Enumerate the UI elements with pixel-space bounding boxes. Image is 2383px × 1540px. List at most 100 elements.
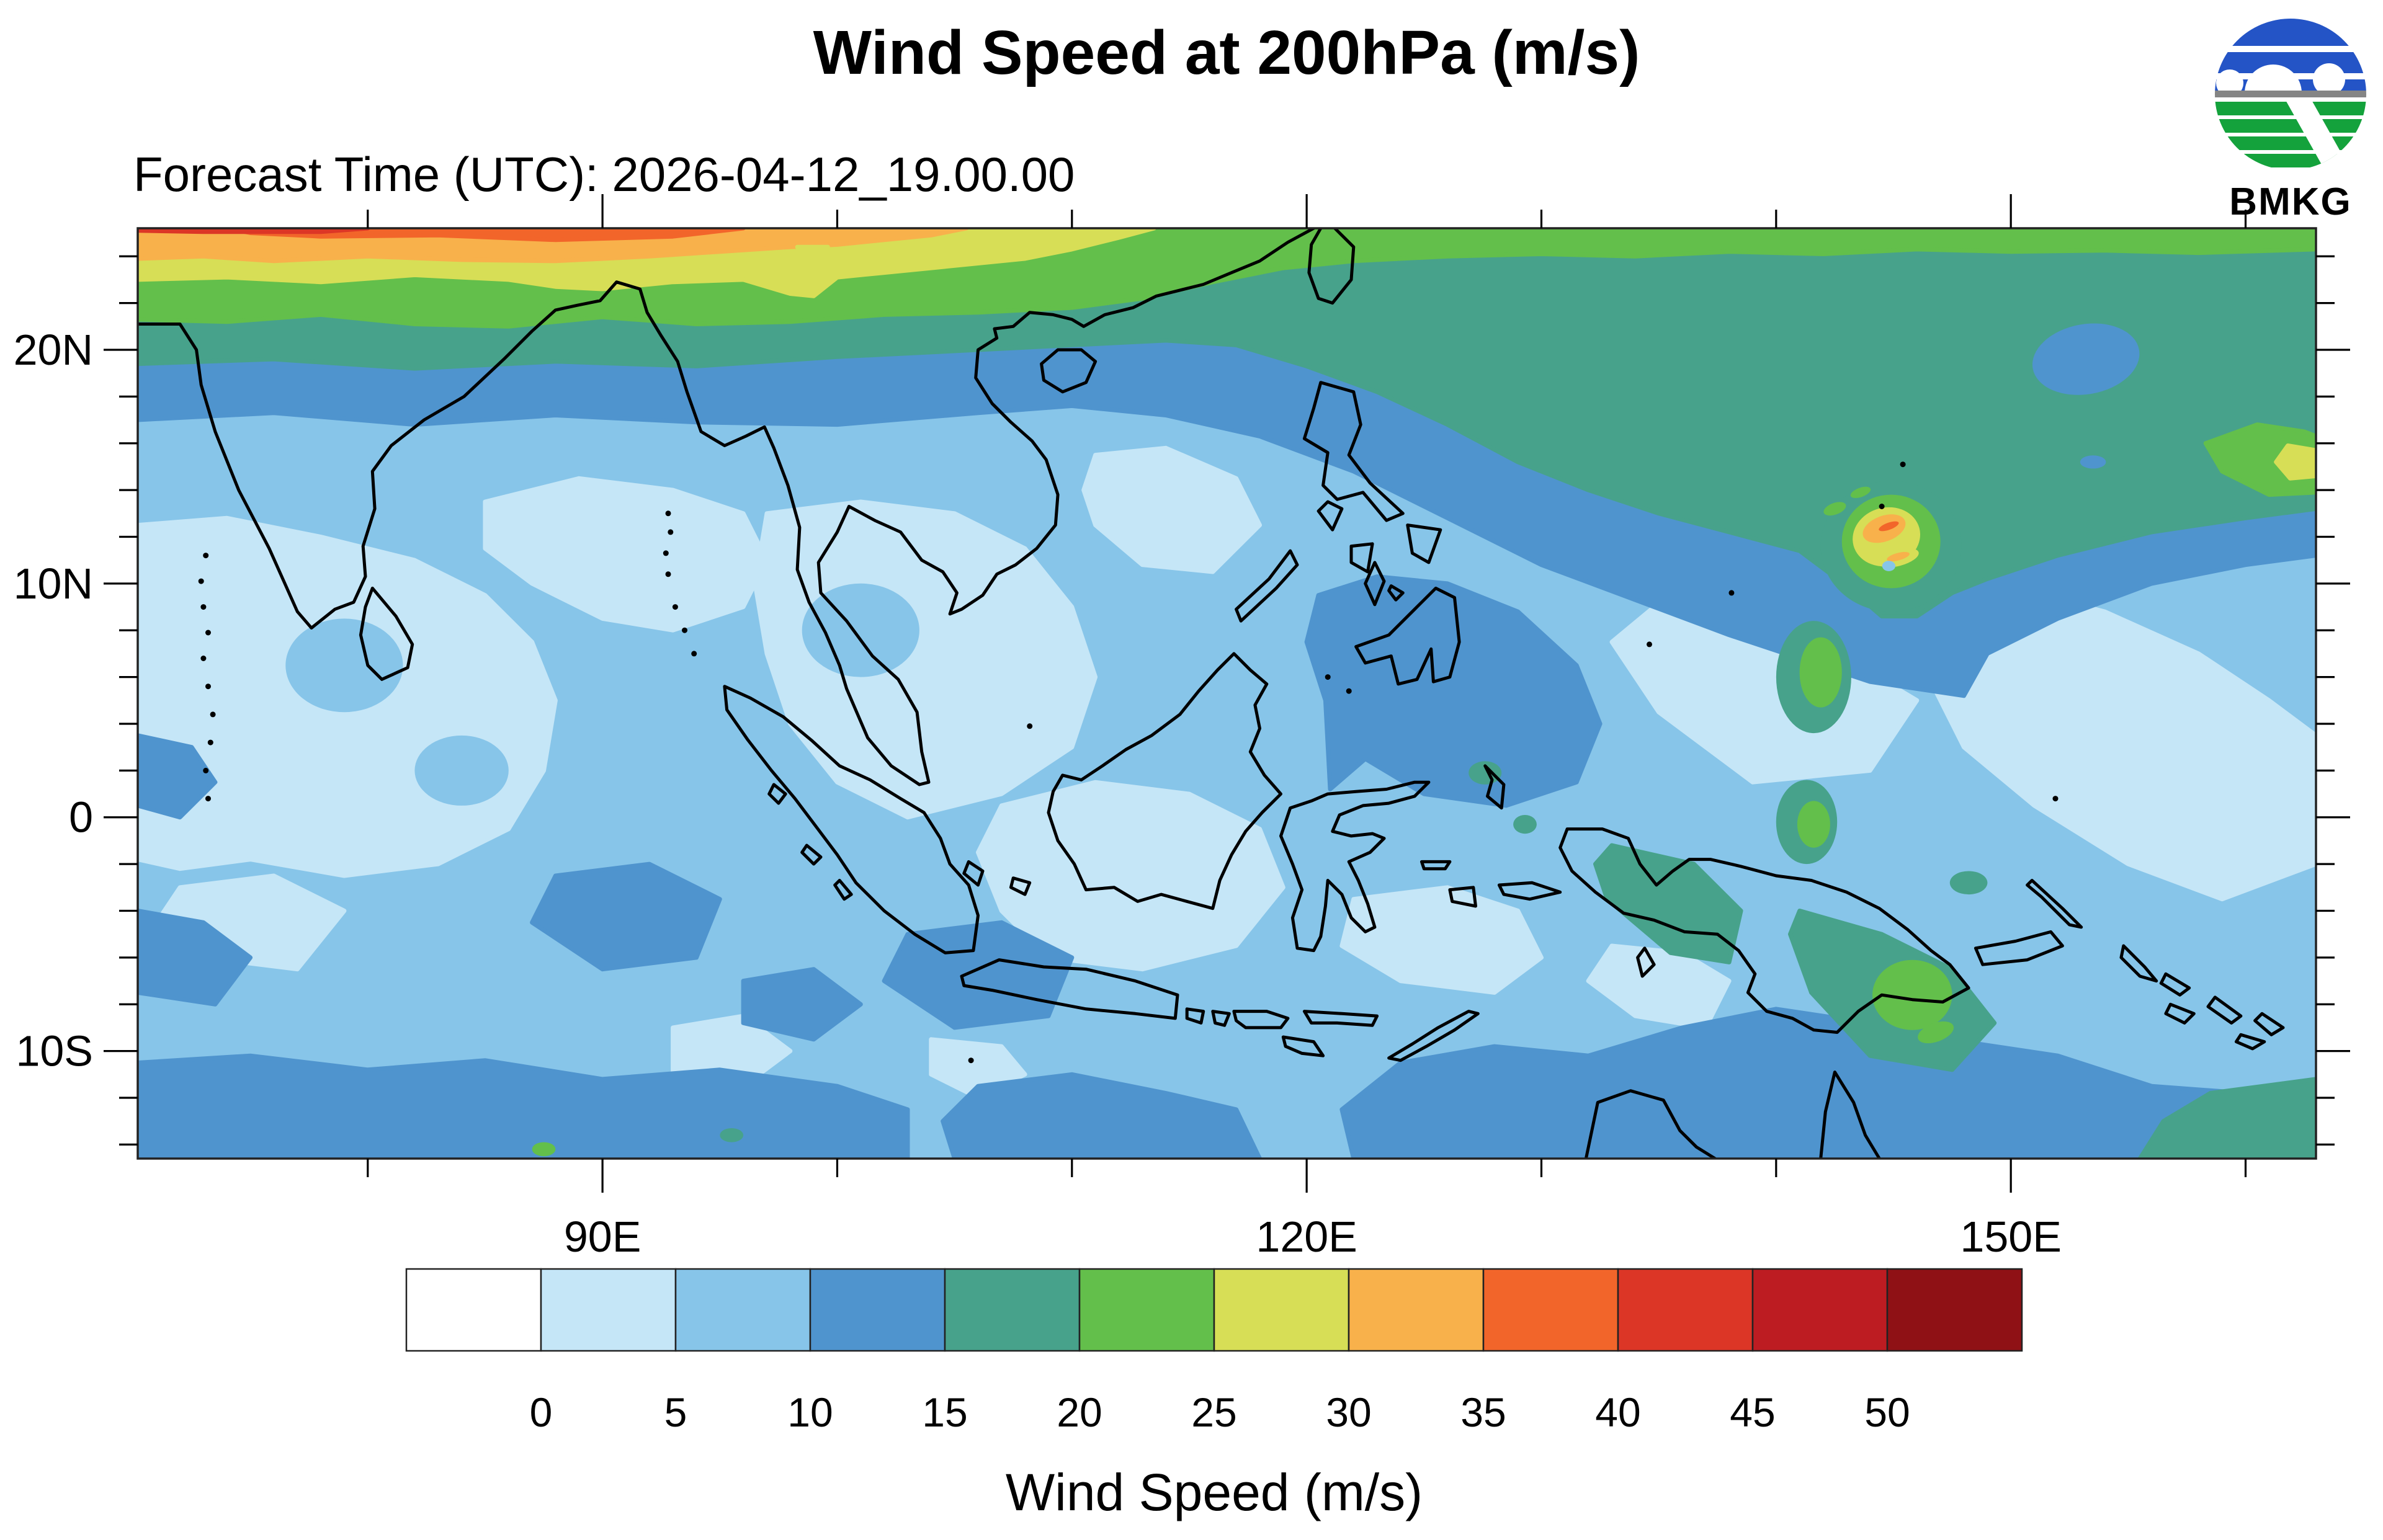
island-dot <box>968 1057 974 1064</box>
coastline <box>1232 1010 1290 1030</box>
colorbar-cell <box>1886 1268 2023 1352</box>
wind-contour-patch <box>1304 574 1603 808</box>
cyclone-ring <box>1882 561 1895 571</box>
island-dot <box>691 651 697 657</box>
cyclone-ring <box>1887 551 1910 562</box>
wind-contour-patch <box>285 618 403 713</box>
colorbar-label: Wind Speed (m/s) <box>1005 1463 1423 1521</box>
island-dot <box>1027 723 1033 729</box>
coastline <box>359 586 414 681</box>
forecast-time-label: Forecast Time (UTC): 2026-04-12_19.00.00 <box>133 147 1075 202</box>
island-dot <box>1900 461 1906 468</box>
wind-contour-patch <box>1339 1007 2316 1159</box>
colorbar-cell <box>944 1268 1081 1352</box>
y-axis-label: 0 <box>69 793 93 842</box>
coastline <box>1420 860 1452 871</box>
wind-contour-patch <box>720 1128 744 1142</box>
wind-contour-patch <box>941 1072 1262 1159</box>
island-dot <box>198 578 204 584</box>
colorbar-cell <box>1482 1268 1619 1352</box>
coastline <box>1584 1089 1717 1159</box>
coastline <box>1235 549 1299 623</box>
coastline <box>1211 1010 1231 1027</box>
wind-contour-patch <box>2137 1077 2316 1159</box>
island-dot <box>203 553 209 559</box>
coastline <box>2234 1033 2266 1051</box>
coastline <box>1483 764 1506 810</box>
island-dot <box>1325 674 1331 680</box>
wind-contour-patch <box>741 967 863 1042</box>
island-dot <box>682 627 687 633</box>
island-dot <box>1728 590 1735 596</box>
coastline <box>767 783 787 805</box>
island-dot <box>210 711 216 718</box>
coastline <box>1307 228 1356 305</box>
colorbar-tick-label: 30 <box>1326 1389 1371 1435</box>
coastline <box>723 685 980 955</box>
wind-contour-patch <box>138 909 253 1007</box>
wind-contour-patch <box>1339 885 1544 995</box>
colorbar-tick-label: 20 <box>1057 1389 1102 1435</box>
colorbar-cell <box>1213 1268 1350 1352</box>
coastline <box>2159 972 2191 997</box>
wind-contour-patch <box>1799 637 1842 708</box>
colorbar-cell <box>809 1268 946 1352</box>
coastline <box>2206 995 2243 1025</box>
colorbar-tick-label: 45 <box>1730 1389 1775 1435</box>
coastline <box>1448 886 1477 908</box>
coastline <box>960 958 1179 1020</box>
colorbar-tick-label: 0 <box>530 1389 553 1435</box>
wind-contour-hole <box>2032 323 2140 395</box>
cyclone-ring <box>1823 502 1846 516</box>
wind-contour-patch <box>753 499 1098 820</box>
island-dot <box>200 656 207 661</box>
coastline <box>1302 381 1405 522</box>
coastline <box>1185 1007 1205 1025</box>
island-dot <box>668 529 674 535</box>
colorbar-cell <box>1751 1268 1889 1352</box>
page-title: Wind Speed at 200hPa (m/s) <box>813 18 1640 87</box>
colorbar-tick-label: 25 <box>1191 1389 1236 1435</box>
map-border <box>136 227 2317 1160</box>
colorbar-tick-label: 35 <box>1460 1389 1506 1435</box>
colorbar-cell <box>674 1268 811 1352</box>
x-axis-label: 90E <box>564 1213 642 1261</box>
coastline <box>1317 500 1344 532</box>
coastline <box>1047 652 1282 910</box>
coastline <box>2026 879 2083 929</box>
coastline <box>1497 881 1562 901</box>
wind-contour-patch <box>1469 761 1502 785</box>
island-dot <box>203 767 209 773</box>
coastline <box>1279 780 1431 953</box>
colorbar-cell <box>1348 1268 1485 1352</box>
coastline <box>1009 876 1032 896</box>
coastline <box>1974 930 2064 966</box>
coastline <box>1387 1010 1480 1062</box>
island-dot <box>665 571 671 577</box>
island-dot <box>663 550 669 556</box>
wind-contour-patch <box>483 476 769 633</box>
x-axis-label: 150E <box>1960 1213 2061 1261</box>
coastline <box>1040 348 1098 394</box>
wind-contour-patch <box>1513 815 1537 834</box>
wind-contour-patch <box>530 861 722 972</box>
island-dot <box>1647 641 1652 648</box>
coastline <box>962 860 985 887</box>
map-field <box>138 228 2316 1159</box>
y-axis-label: 20N <box>14 326 93 374</box>
colorbar: 0 5 10 15 20 25 30 35 40 45 50 <box>405 1268 2023 1435</box>
x-axis-label: 120E <box>1256 1213 1357 1261</box>
colorbar-tick-label: 5 <box>664 1389 687 1435</box>
wind-contour-patch <box>138 733 218 820</box>
coastline <box>1636 946 1656 978</box>
coastline <box>1819 1070 1881 1159</box>
wind-contour-patch <box>795 244 830 268</box>
island-dot <box>205 683 211 690</box>
y-axis-label: 10N <box>14 559 93 608</box>
wind-contour-patch <box>1949 871 1988 895</box>
bmkg-logo-text: BMKG <box>2229 180 2352 223</box>
wind-contour-band <box>138 228 2316 619</box>
y-axis-label: 10S <box>16 1027 93 1075</box>
